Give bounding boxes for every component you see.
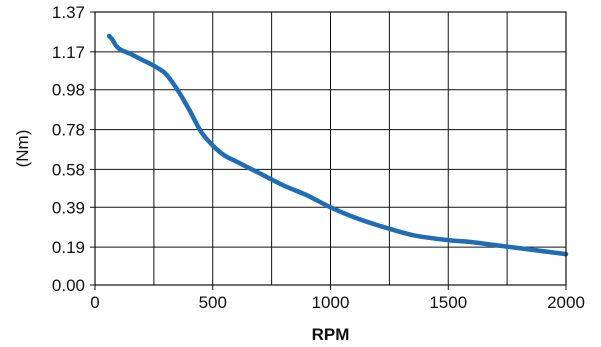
x-tick-label: 2000 xyxy=(547,293,585,312)
tick-layer: 0.00 0.19 0.39 0.58 0.78 0.98 1.17 1.37 0 500 1000… xyxy=(52,3,585,312)
x-tick-label: 1500 xyxy=(429,293,467,312)
y-axis-title: (Nm) xyxy=(13,130,32,168)
y-tick-label: 1.37 xyxy=(52,3,85,22)
x-tick-label: 0 xyxy=(90,293,99,312)
y-tick-label: 0.78 xyxy=(52,121,85,140)
y-tick-label: 1.17 xyxy=(52,43,85,62)
y-tick-label: 0.39 xyxy=(52,198,85,217)
y-tick-label: 0.19 xyxy=(52,238,85,257)
x-axis-title: RPM xyxy=(312,325,350,344)
torque-curve-line xyxy=(106,33,569,257)
x-tick-label: 500 xyxy=(199,293,227,312)
y-tick-label: 0.58 xyxy=(52,160,85,179)
series-layer xyxy=(106,33,569,257)
y-tick-label: 0.98 xyxy=(52,81,85,100)
x-tick-label: 1000 xyxy=(312,293,350,312)
y-tick-label: 0.00 xyxy=(52,276,85,295)
plot-border xyxy=(94,11,567,286)
